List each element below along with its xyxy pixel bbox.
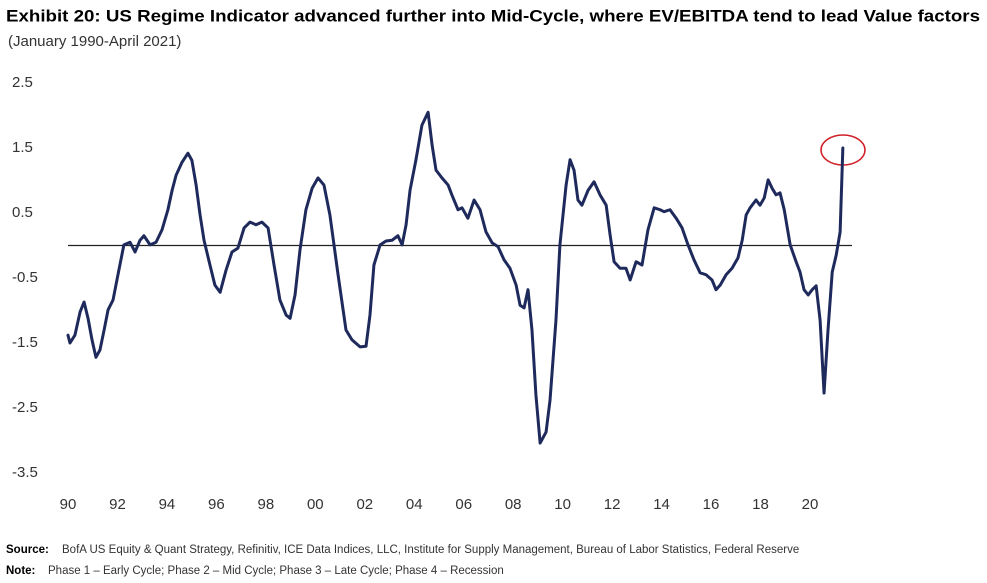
x-tick-label: 98 (258, 496, 275, 513)
y-tick-label: 0.5 (12, 204, 33, 221)
x-tick-label: 12 (604, 496, 621, 513)
y-tick-label: 2.5 (12, 74, 33, 91)
source-label: Source: (6, 544, 49, 556)
x-tick-label: 00 (307, 496, 324, 513)
x-tick-label: 94 (159, 496, 176, 513)
x-tick-label: 18 (752, 496, 769, 513)
x-tick-label: 02 (356, 496, 373, 513)
y-tick-label: -0.5 (12, 269, 38, 286)
x-tick-label: 96 (208, 496, 225, 513)
y-tick-label: -1.5 (12, 334, 38, 351)
x-tick-label: 08 (505, 496, 522, 513)
source-text: BofA US Equity & Quant Strategy, Refinit… (62, 544, 799, 556)
x-tick-label: 04 (406, 496, 423, 513)
x-tick-label: 14 (653, 496, 670, 513)
chart-subtitle: (January 1990-April 2021) (8, 33, 181, 50)
x-tick-label: 90 (60, 496, 77, 513)
y-tick-label: -2.5 (12, 399, 38, 416)
data-line (66, 110, 845, 445)
chart-title: Exhibit 20: US Regime Indicator advanced… (6, 6, 980, 25)
x-tick-label: 10 (554, 496, 571, 513)
y-tick-label: -3.5 (12, 464, 38, 481)
x-tick-label: 92 (109, 496, 126, 513)
y-tick-label: 1.5 (12, 139, 33, 156)
x-tick-label: 20 (802, 496, 819, 513)
note-label: Note: (6, 565, 35, 577)
x-tick-label: 06 (455, 496, 472, 513)
x-tick-label: 16 (703, 496, 720, 513)
note-text: Phase 1 – Early Cycle; Phase 2 – Mid Cyc… (48, 565, 504, 577)
